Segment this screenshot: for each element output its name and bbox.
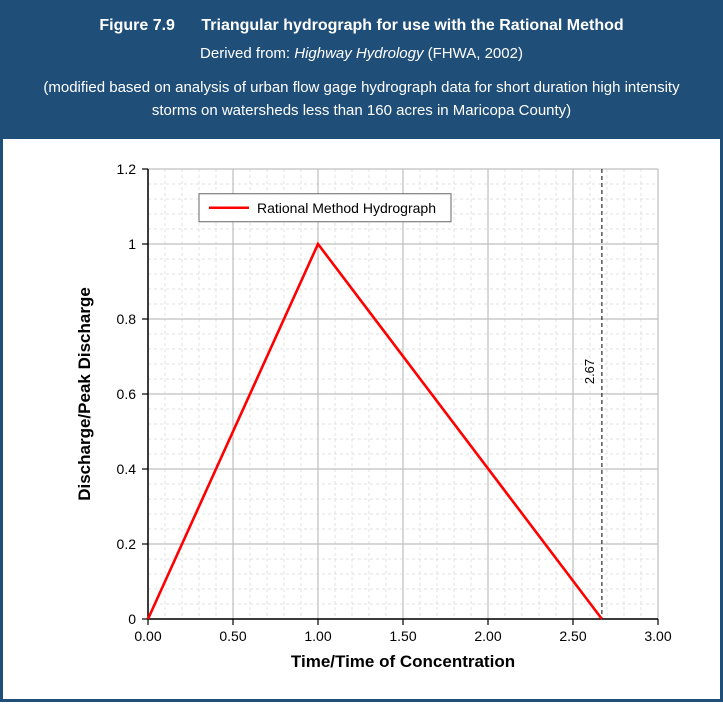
derived-source: Highway Hydrology: [294, 45, 423, 62]
legend-label: Rational Method Hydrograph: [257, 199, 436, 215]
chart-area: 0.00 0.50 1.00 1.50 2.00 2.50 3.00 0 0.2 0.4 0.6 0.…: [3, 139, 720, 699]
y-tick-label: 1.2: [117, 161, 137, 177]
legend: Rational Method Hydrograph: [199, 193, 451, 221]
figure-title-row: Figure 7.9 Triangular hydrograph for use…: [21, 17, 702, 35]
figure-title: Triangular hydrograph for use with the R…: [201, 17, 623, 34]
figure-derived: Derived from: Highway Hydrology (FHWA, 2…: [21, 45, 702, 62]
chart-svg: 0.00 0.50 1.00 1.50 2.00 2.50 3.00 0 0.2 0.4 0.6 0.…: [3, 139, 720, 699]
y-tick-label: 1: [128, 236, 136, 252]
y-tick-label: 0.6: [117, 386, 137, 402]
x-tick-label: 3.00: [644, 628, 671, 644]
hydrograph-line: [148, 244, 602, 619]
reference-line-label: 2.67: [582, 358, 597, 383]
x-tick-label: 2.00: [474, 628, 501, 644]
derived-suffix: (FHWA, 2002): [423, 45, 522, 62]
y-axis-title: Discharge/Peak Discharge: [75, 287, 94, 501]
x-tick-label: 2.50: [559, 628, 586, 644]
x-axis-title: Time/Time of Concentration: [291, 652, 515, 671]
derived-prefix: Derived from:: [200, 45, 294, 62]
y-tick-label: 0.8: [117, 311, 137, 327]
figure-frame: Figure 7.9 Triangular hydrograph for use…: [0, 0, 723, 702]
figure-number: Figure 7.9: [99, 17, 175, 34]
x-tick-label: 0.00: [134, 628, 161, 644]
y-tick-label: 0.4: [117, 461, 137, 477]
figure-note: (modified based on analysis of urban flo…: [21, 76, 702, 123]
x-tick-label: 1.50: [389, 628, 416, 644]
x-tick-label: 1.00: [304, 628, 331, 644]
y-tick-label: 0: [128, 611, 136, 627]
x-tick-label: 0.50: [219, 628, 246, 644]
grid-major: [148, 169, 658, 619]
y-tick-label: 0.2: [117, 536, 137, 552]
figure-header: Figure 7.9 Triangular hydrograph for use…: [3, 3, 720, 139]
